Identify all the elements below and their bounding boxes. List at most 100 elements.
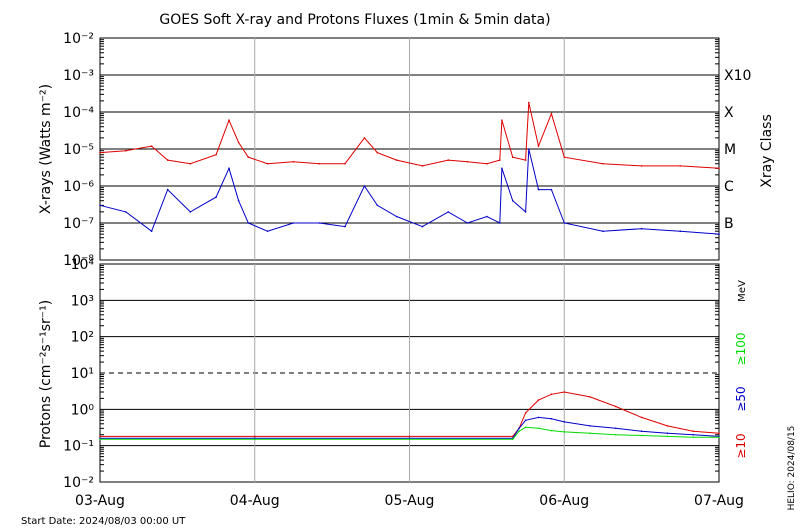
xray-data-point: [228, 167, 230, 170]
xray-data-point: [511, 199, 514, 202]
xray-data-point: [215, 153, 217, 156]
proton-data-point: [537, 399, 540, 401]
xray-y-axis-label: X-rays (Watts m⁻²): [38, 84, 54, 214]
proton-data-point: [524, 412, 527, 414]
proton-data-point: [254, 438, 256, 441]
xray-data-point: [421, 225, 424, 228]
xray-data-point: [189, 211, 192, 213]
xray-data-point: [486, 215, 488, 218]
xray-data-point: [395, 159, 398, 161]
xray-data-point: [344, 162, 346, 165]
xray-data-point: [537, 188, 540, 191]
xray-data-point: [537, 145, 540, 147]
xray-class-label: M: [724, 142, 736, 158]
xray-data-point: [466, 222, 469, 224]
proton-data-point: [550, 393, 553, 396]
proton-data-point: [563, 421, 566, 423]
xray-data-point: [679, 230, 682, 232]
xray-data-point: [318, 162, 321, 165]
proton-data-point: [524, 426, 527, 429]
proton-data-point: [408, 438, 411, 441]
credit-label: HELIO: 2024/08/15: [787, 426, 797, 511]
proton-data-point: [666, 435, 669, 438]
proton-data-point: [718, 432, 720, 435]
xray-data-point: [247, 156, 250, 158]
xray-series-line-0: [99, 102, 720, 169]
xray-data-point: [266, 230, 269, 232]
xray-data-point: [524, 159, 527, 161]
proton-panel: 10⁻² 10⁻¹ 10⁰ 10¹ 10² 10³ 10⁴ ≥100 ≥50 ≥10 MeV P…: [38, 257, 748, 491]
xray-data-point: [363, 185, 366, 187]
xray-data-point: [563, 156, 566, 158]
xray-data-point: [99, 151, 101, 154]
xray-data-point: [363, 137, 366, 139]
y-tick-label: 10⁻²: [63, 475, 94, 491]
xray-data-point: [466, 161, 469, 163]
xray-data-point: [447, 159, 450, 161]
y-tick-label: 10²: [71, 330, 94, 346]
proton-data-point: [524, 419, 527, 422]
start-date-label: Start Date: 2024/08/03 00:00 UT: [21, 516, 186, 527]
y-tick-label: 10¹: [71, 366, 94, 382]
proton-data-point: [408, 435, 411, 438]
proton-data-point: [589, 396, 591, 398]
y-tick-label: 10⁻⁷: [63, 216, 94, 232]
xray-data-point: [421, 165, 424, 167]
proton-y-axis-label: Protons (cm⁻²s⁻¹sr⁻¹): [38, 300, 54, 449]
x-tick-label: 03-Aug: [75, 493, 125, 509]
xray-data-point: [718, 167, 720, 170]
proton-data-point: [615, 405, 617, 408]
x-tick-label: 05-Aug: [385, 493, 435, 509]
xray-data-point: [125, 211, 127, 213]
proton-data-point: [511, 438, 514, 441]
xray-data-point: [524, 211, 527, 213]
xray-data-point: [344, 225, 346, 228]
xray-class-labels: B C M X X10: [724, 68, 751, 232]
xray-class-label: X10: [724, 68, 751, 84]
xray-data-point: [499, 159, 501, 161]
xray-data-point: [237, 199, 240, 202]
y-tick-label: 10⁻⁸: [63, 253, 94, 269]
xray-data-point: [602, 230, 604, 232]
proton-data-point: [518, 427, 520, 430]
xray-data-point: [266, 162, 269, 165]
xray-data-point: [499, 222, 501, 224]
xray-data-point: [718, 233, 720, 235]
proton-data-point: [615, 433, 617, 436]
proton-energy-legend: ≥100 ≥50 ≥10: [734, 333, 748, 459]
proton-data-point: [589, 432, 591, 435]
xray-data-point: [292, 161, 295, 163]
proton-data-point: [254, 435, 256, 438]
proton-y-ticks: 10⁻² 10⁻¹ 10⁰ 10¹ 10² 10³ 10⁴: [63, 257, 94, 491]
xray-data-point: [247, 222, 250, 224]
proton-data-point: [563, 391, 566, 393]
xray-series-line-1: [99, 148, 720, 235]
xray-data-point: [550, 112, 553, 115]
xray-data-point: [501, 167, 503, 170]
xray-data-point: [376, 204, 379, 207]
y-tick-label: 10³: [71, 293, 94, 309]
xray-data-point: [511, 156, 514, 158]
xray-data-point: [550, 188, 553, 191]
xray-y-ticks: 10⁻⁸ 10⁻⁷ 10⁻⁶ 10⁻⁵ 10⁻⁴ 10⁻³ 10⁻²: [63, 31, 94, 269]
proton-data-point: [666, 425, 669, 427]
proton-data-point: [640, 416, 643, 419]
proton-data-point: [550, 418, 553, 420]
proton-legend-entry: ≥50: [734, 386, 748, 411]
y-tick-label: 10⁻¹: [63, 439, 94, 455]
proton-data-point: [666, 432, 669, 435]
proton-data-point: [537, 427, 540, 430]
xray-data-point: [501, 119, 503, 121]
proton-legend-entry: ≥100: [734, 333, 748, 366]
xray-class-label: C: [724, 179, 734, 195]
xray-class-axis-label: Xray Class: [759, 114, 775, 188]
xray-data-point: [528, 101, 530, 104]
y-tick-label: 10⁻²: [63, 31, 94, 47]
x-tick-label: 07-Aug: [694, 493, 744, 509]
x-tick-label: 06-Aug: [539, 493, 589, 509]
xray-data-point: [237, 141, 240, 144]
proton-data-point: [550, 429, 553, 432]
proton-data-point: [640, 430, 643, 433]
proton-data-point: [640, 434, 643, 437]
